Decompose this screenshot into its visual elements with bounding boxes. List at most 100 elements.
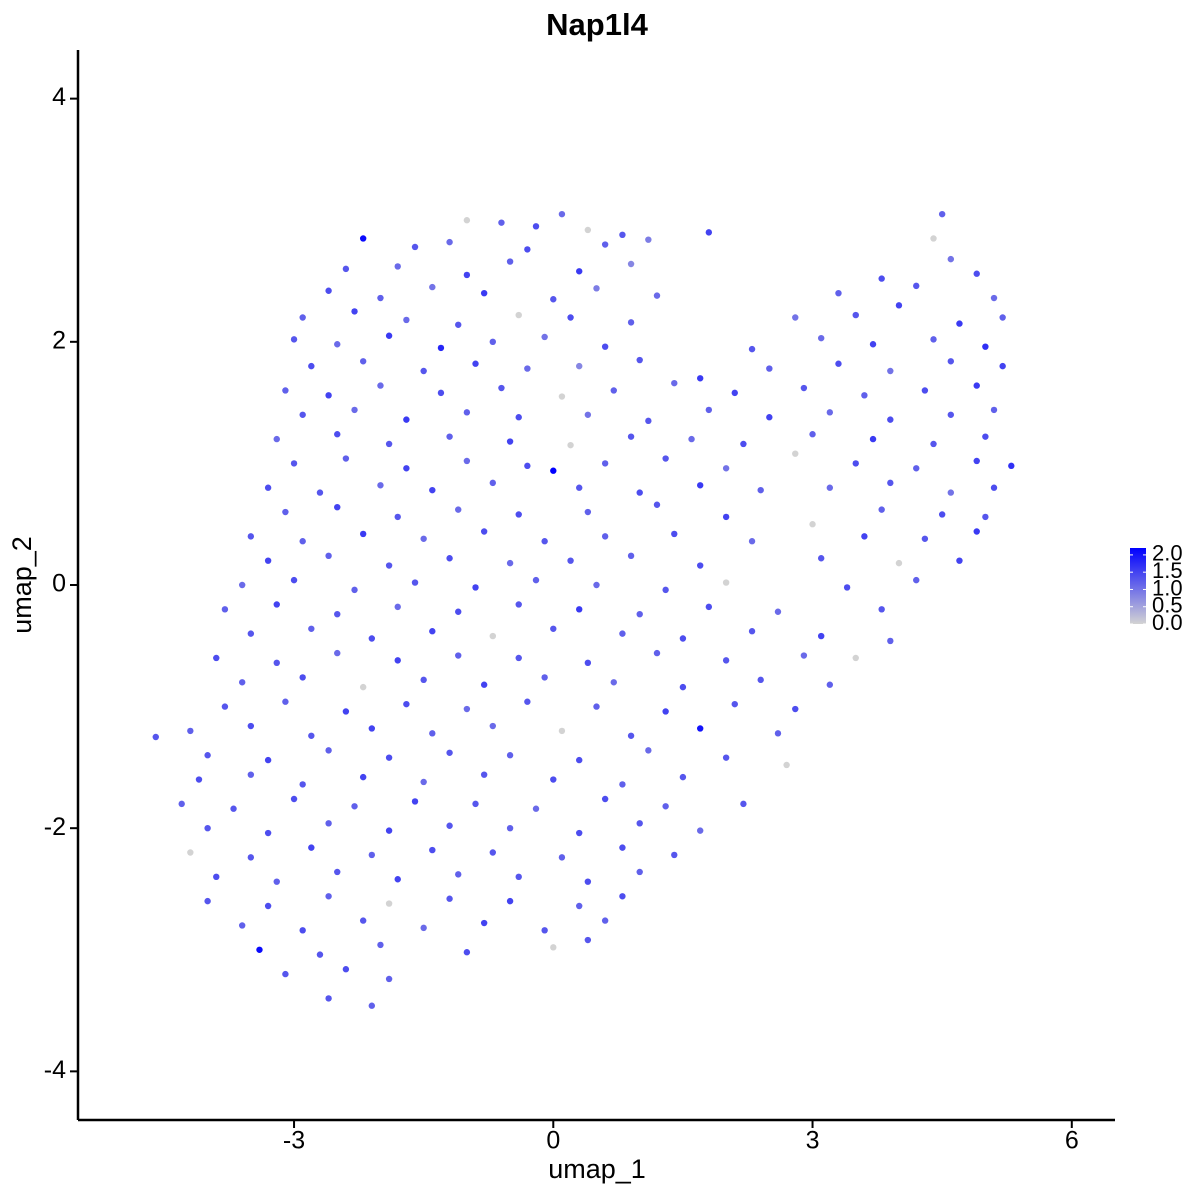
cell-point — [671, 530, 678, 538]
cell-point — [446, 822, 453, 829]
cell-point — [351, 308, 358, 315]
cell-point — [826, 484, 834, 491]
cell-point — [532, 576, 540, 584]
cell-point — [290, 336, 298, 343]
cell-point — [550, 625, 557, 632]
cell-point — [489, 849, 496, 856]
cell-point — [299, 927, 306, 934]
cell-point — [645, 236, 652, 243]
cell-point — [152, 733, 159, 741]
axes: -3 0 3 6 -4 -2 0 2 4 0.00.51.01.52.0 — [44, 50, 1183, 1155]
cell-point — [740, 440, 747, 448]
cell-point — [627, 319, 635, 326]
cell-point — [359, 235, 367, 242]
cell-point — [895, 559, 903, 567]
cell-point — [550, 944, 557, 951]
cell-point — [515, 414, 522, 421]
cell-point — [498, 384, 505, 392]
cell-point — [913, 465, 920, 472]
cell-point — [757, 676, 764, 684]
cell-point — [558, 854, 566, 861]
cell-point — [429, 628, 436, 635]
cell-point — [325, 392, 332, 399]
cell-point — [982, 343, 989, 350]
colorbar — [1130, 548, 1146, 624]
cell-point — [429, 486, 436, 494]
cell-point — [541, 927, 548, 934]
cell-point — [334, 649, 341, 657]
cell-point — [334, 341, 341, 348]
cell-point — [558, 727, 566, 735]
cell-point — [394, 513, 401, 521]
cell-point — [264, 829, 272, 837]
cell-point — [368, 725, 376, 732]
cell-point — [550, 776, 557, 783]
cell-point — [498, 219, 505, 226]
cell-point — [619, 781, 626, 788]
cell-point — [973, 457, 980, 465]
cell-point — [506, 824, 514, 832]
cell-point — [636, 610, 643, 618]
cell-point — [619, 630, 626, 637]
cell-point — [973, 270, 980, 277]
cell-point — [999, 362, 1006, 370]
cell-point — [636, 868, 643, 876]
cell-point — [576, 484, 583, 491]
cell-point — [913, 576, 920, 584]
cell-point — [472, 800, 479, 808]
cell-point — [826, 681, 834, 688]
cell-point — [403, 316, 410, 324]
cell-point — [455, 506, 462, 513]
cell-point — [697, 827, 704, 834]
cell-point — [385, 332, 393, 339]
cell-point — [385, 562, 393, 569]
cell-point — [990, 294, 998, 302]
cell-point — [852, 654, 859, 662]
cell-point — [420, 778, 427, 786]
cell-point — [187, 849, 194, 856]
cell-point — [359, 917, 367, 924]
cell-point — [437, 344, 445, 352]
cell-point — [766, 414, 773, 421]
cell-point — [887, 637, 894, 645]
cell-point — [653, 649, 661, 657]
cell-point — [835, 360, 842, 367]
cell-point — [627, 433, 635, 440]
cell-point — [377, 482, 384, 489]
cell-point — [956, 557, 963, 564]
cell-point — [446, 238, 453, 246]
cell-point — [584, 936, 592, 944]
cell-point — [290, 795, 298, 803]
cell-point — [446, 555, 453, 562]
cell-point — [213, 654, 220, 662]
cell-point — [731, 700, 738, 708]
cell-point — [351, 406, 358, 414]
cell-point — [334, 610, 341, 618]
cell-point — [783, 761, 790, 769]
cell-point — [394, 603, 401, 611]
cell-point — [576, 902, 583, 910]
cell-point — [817, 334, 825, 342]
y-tick-label: 4 — [52, 83, 66, 111]
cell-point — [653, 292, 661, 299]
cell-point — [455, 321, 462, 328]
cell-point — [774, 730, 782, 737]
cell-point — [420, 924, 427, 932]
cell-point — [558, 210, 566, 218]
cell-point — [973, 528, 980, 535]
cell-point — [705, 229, 713, 236]
cell-point — [740, 800, 747, 808]
cell-point — [187, 727, 194, 735]
cell-point — [947, 255, 955, 263]
cell-point — [792, 450, 799, 457]
cell-point — [722, 657, 730, 664]
cell-point — [887, 416, 894, 423]
cell-point — [558, 393, 566, 400]
cell-point — [722, 465, 730, 472]
cell-point — [368, 635, 376, 642]
cell-point — [377, 382, 384, 389]
cell-point — [619, 231, 626, 239]
cell-point — [515, 511, 522, 518]
cell-point — [679, 635, 687, 642]
cell-point — [377, 294, 384, 302]
